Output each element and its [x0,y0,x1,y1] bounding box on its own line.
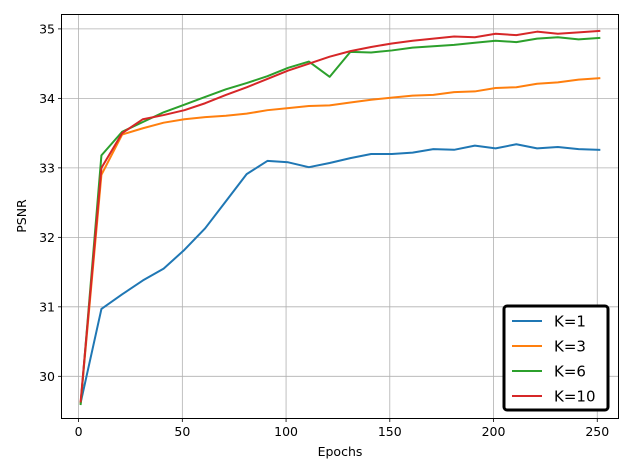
series-line-k-3 [79,77,601,404]
legend-box [502,304,610,412]
series-line-k-10 [79,29,601,403]
grid-lines [62,15,618,418]
axis-ticks: 0 50 100 150 200 250 30 31 32 33 34 35 [39,21,609,439]
y-tick-label: 31 [39,299,55,314]
x-tick-label: 200 [482,424,506,439]
y-tick-label: 32 [39,230,55,245]
y-axis-title: PSNR [14,199,29,233]
x-tick-label: 150 [378,424,402,439]
y-tick-label: 35 [39,21,55,36]
y-tick-label: 33 [39,160,55,175]
legend-label: K=6 [554,363,586,381]
x-tick-label: 250 [585,424,609,439]
x-tick-label: 50 [174,424,190,439]
series-lines [79,29,601,406]
legend: K=1 K=3 K=6 K=10 [502,304,610,412]
y-tick-label: 34 [39,91,55,106]
legend-label: K=1 [554,313,586,331]
y-tick-label: 30 [39,369,55,384]
x-axis-title: Epochs [318,444,363,459]
x-tick-label: 0 [75,424,83,439]
x-tick-label: 100 [274,424,298,439]
series-line-k-1 [79,143,601,404]
series-line-k-6 [79,36,601,406]
plot-frame [61,14,619,419]
legend-label: K=3 [554,338,586,356]
legend-label: K=10 [554,388,596,406]
